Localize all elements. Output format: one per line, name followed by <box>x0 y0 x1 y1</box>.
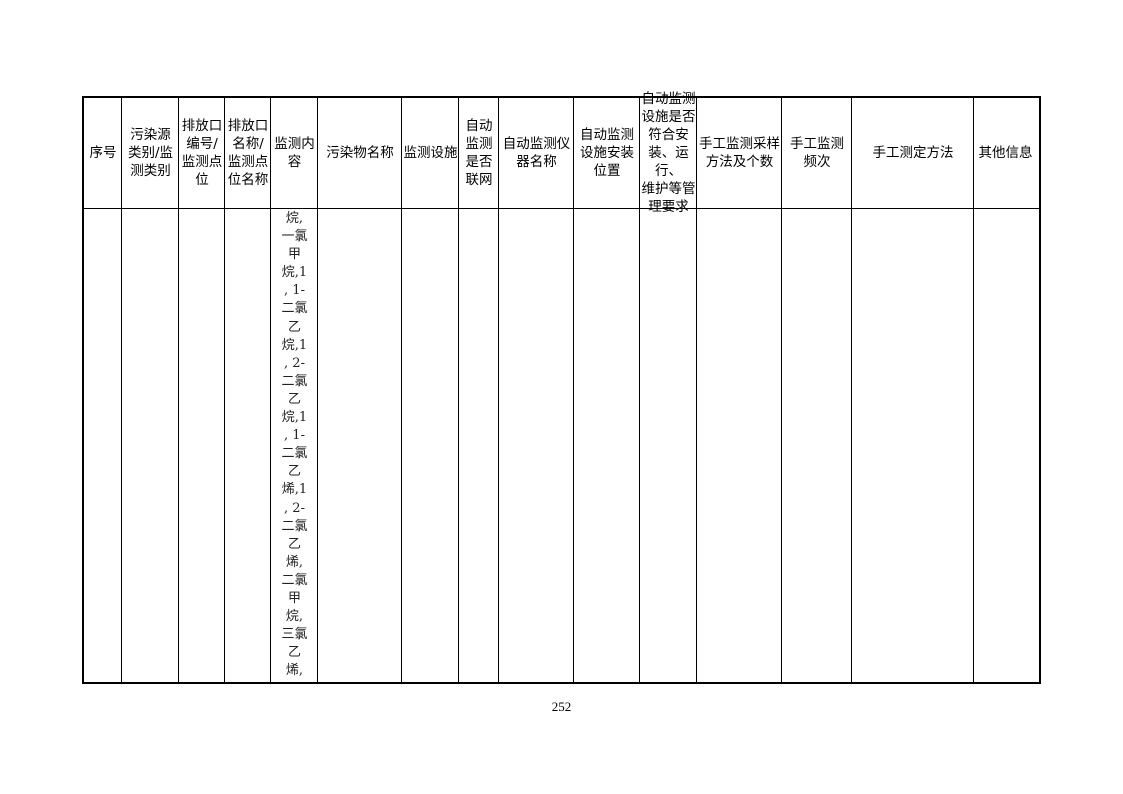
content-line: 乙 <box>287 536 301 552</box>
header-text: 污染源 <box>130 127 171 143</box>
content-line: 二氯 <box>281 301 308 317</box>
header-text: 设施是否 <box>641 109 696 125</box>
column-divider <box>458 98 459 682</box>
header-text: 理要求 <box>648 199 689 215</box>
header-text: 自动监测 <box>580 127 634 143</box>
header-text: 频次 <box>803 154 831 170</box>
header-text: 编号/ <box>186 136 218 152</box>
content-line: 二氯 <box>281 572 308 588</box>
content-line: 烷,1 <box>281 265 308 281</box>
header-text: 是否 <box>465 154 493 170</box>
header-text: 测类别 <box>130 163 171 179</box>
column-divider <box>696 98 697 682</box>
content-line: 烷, <box>285 211 304 226</box>
column-divider <box>573 98 574 682</box>
header-text: 手工监测采样 <box>699 136 780 152</box>
content-line: 烷, <box>285 609 304 625</box>
header-text: 污染物名称 <box>326 145 394 161</box>
content-line: 烷,1 <box>281 337 308 353</box>
content-line: 烯,1 <box>281 482 308 498</box>
header-text: 监测点 <box>181 154 223 170</box>
content-line: 乙 <box>287 645 301 661</box>
column-divider <box>178 98 179 682</box>
content-line: 烯, <box>285 554 304 570</box>
header-text: 符合安 <box>648 127 689 143</box>
header-manual-frequency: 手工监测 频次 <box>782 98 852 208</box>
monitoring-content-cell: 烷, 一氯甲烷,1, 1- 二氯乙烷,1, 2- 二氯乙烷,1, 1- 二氯乙烯,1, … <box>271 210 318 680</box>
header-text: 其他信息 <box>978 145 1033 161</box>
content-line: 一氯 <box>281 229 308 245</box>
content-line: 二氯 <box>281 518 308 534</box>
content-line: , 1- <box>284 428 305 444</box>
header-text: 监测 <box>465 136 493 152</box>
header-text: 排放口 <box>227 118 269 134</box>
header-text: 序号 <box>89 145 117 161</box>
header-text: 监测设施 <box>403 145 458 161</box>
column-divider <box>851 98 852 682</box>
content-line: 乙 <box>287 319 301 335</box>
column-divider <box>973 98 974 682</box>
header-text: 监测点 <box>227 154 269 170</box>
monitoring-table: 序号 污染源 类别/监 测类别 排放口 编号/监测点位排放口 名称/监测点 位名称 监测内容污染… <box>82 91 1041 684</box>
header-text: 容 <box>287 154 302 170</box>
header-auto-install-location: 自动监测设施安装位置 <box>574 98 640 208</box>
header-seq: 序号 <box>84 98 122 208</box>
page-number: 252 <box>551 699 572 714</box>
content-line: 烯, <box>285 663 304 679</box>
column-divider <box>317 98 318 682</box>
content-line: 甲 <box>287 590 301 606</box>
header-other-info: 其他信息 <box>974 98 1037 208</box>
header-text: 维护等管 <box>641 181 696 197</box>
header-text: 自动 <box>465 118 493 134</box>
header-text: 类别/监 <box>127 145 174 161</box>
column-divider <box>401 98 402 682</box>
header-text: 方法及个数 <box>705 154 774 170</box>
header-manual-sampling: 手工监测采样 方法及个数 <box>697 98 782 208</box>
header-pollutant-name: 污染物名称 <box>318 98 402 208</box>
content-line: , 2- <box>284 355 305 371</box>
header-auto-instrument: 自动监测仪 器名称 <box>499 98 574 208</box>
header-divider <box>84 208 1039 209</box>
header-text: 位名称 <box>227 172 269 188</box>
header-outlet-code: 排放口编号/监测点位 <box>179 98 225 208</box>
header-monitoring-content: 监测内容 <box>271 98 318 208</box>
column-divider <box>781 98 782 682</box>
header-source-type: 污染源类别/监测类别 <box>122 98 179 208</box>
header-text: 器名称 <box>516 154 557 170</box>
header-monitoring-facility: 监测设施 <box>402 98 459 208</box>
header-text: 联网 <box>465 172 493 188</box>
content-line: 乙 <box>287 464 301 480</box>
header-text: 装、运行、 <box>648 145 689 179</box>
header-text: 排放口 <box>181 118 223 134</box>
content-line: , 1- <box>284 283 305 299</box>
content-line: , 2- <box>284 500 305 516</box>
header-text: 位 <box>195 172 209 188</box>
content-line: 烷,1 <box>281 410 308 426</box>
column-divider <box>639 98 640 682</box>
column-divider <box>121 98 122 682</box>
column-divider <box>270 98 271 682</box>
content-line: 甲 <box>287 247 301 263</box>
header-text: 手工监测 <box>790 136 844 152</box>
content-line: 二氯 <box>281 373 308 389</box>
header-auto-compliance: 自动监测设施是否符合安装、运行、维护等管理要求 <box>640 91 697 215</box>
header-manual-method: 手工测定方法 <box>852 98 974 208</box>
column-divider <box>498 98 499 682</box>
header-text: 监测内 <box>274 136 315 152</box>
header-text: 位置 <box>593 163 621 179</box>
content-line: 三氯 <box>281 627 308 643</box>
content-line: 乙 <box>287 391 301 407</box>
header-text: 自动监测 <box>641 91 696 107</box>
header-text: 自动监测仪 <box>502 136 571 152</box>
header-text: 名称/ <box>232 136 264 152</box>
header-outlet-name: 排放口名称/监测点位名称 <box>225 98 271 208</box>
header-text: 手工测定方法 <box>872 145 954 161</box>
header-auto-networked: 自动 监测 是否 联网 <box>459 98 499 208</box>
header-text: 设施安装 <box>580 145 634 161</box>
column-divider <box>224 98 225 682</box>
content-line: 二氯 <box>281 446 308 462</box>
